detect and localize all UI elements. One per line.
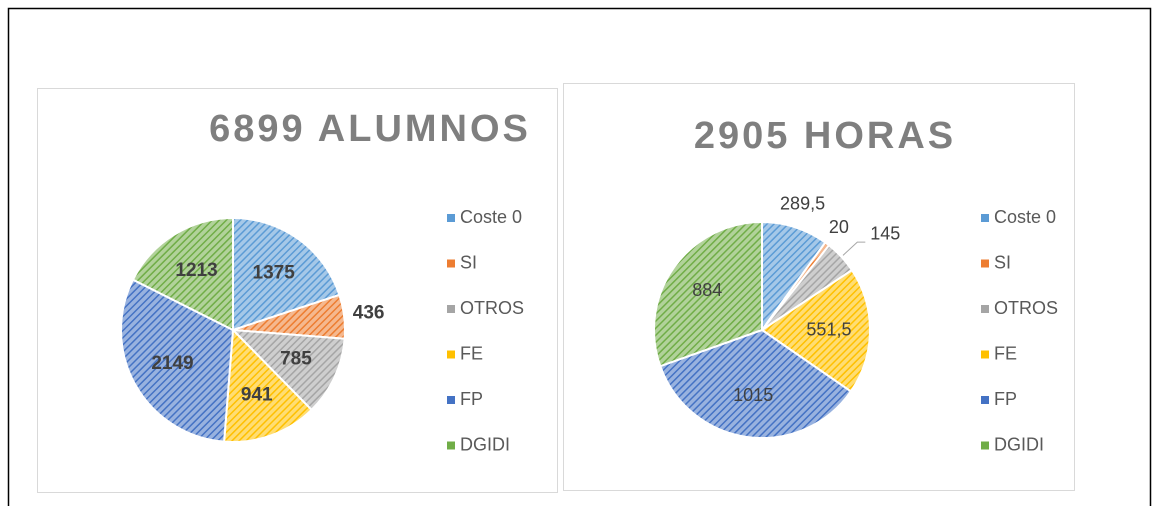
legend-label: FP [460, 389, 483, 409]
legend-label: SI [460, 252, 477, 272]
frame [7, 7, 1152, 506]
legend-swatch [447, 350, 455, 359]
leader-line [842, 241, 866, 256]
data-label: 785 [280, 348, 312, 369]
data-label: 551,5 [806, 319, 851, 339]
legend-label: SI [994, 252, 1011, 272]
data-label: 20 [829, 217, 849, 237]
legend-label: DGIDI [460, 434, 510, 454]
legend-swatch [447, 441, 455, 450]
data-label: 941 [241, 384, 273, 405]
legend-label: FE [460, 343, 483, 363]
legend-swatch [981, 214, 989, 222]
legend-label: OTROS [460, 298, 524, 318]
pie-slice [658, 328, 853, 439]
legend-swatch [981, 350, 989, 359]
data-label: 289,5 [780, 193, 825, 213]
pie-slice [223, 327, 313, 443]
legend-swatch [981, 305, 989, 313]
data-label: 1015 [733, 385, 773, 405]
legend-swatch [447, 214, 455, 222]
legend-label: FP [994, 389, 1017, 409]
legend-swatch [981, 441, 989, 450]
legend-swatch [447, 259, 455, 268]
legend-label: FE [994, 343, 1017, 363]
pie-slice [120, 278, 235, 443]
legend-label: DGIDI [994, 434, 1044, 454]
pie-slice [653, 220, 763, 368]
data-label: 2149 [151, 353, 193, 374]
data-label: 1213 [175, 260, 217, 281]
pie-slice [230, 328, 346, 412]
data-label: 145 [870, 224, 900, 244]
legend-label: Coste 0 [994, 207, 1056, 227]
chart-title: 6899 ALUMNOS [209, 108, 531, 150]
data-label: 1375 [253, 263, 296, 284]
pie-slice [232, 216, 341, 332]
legend-swatch [981, 259, 989, 268]
pie-slice [131, 216, 234, 332]
pie-slice [760, 268, 871, 393]
data-label: 436 [353, 303, 385, 324]
legend-swatch [981, 396, 989, 404]
legend-swatch [447, 396, 455, 404]
data-label: 884 [692, 280, 722, 300]
chart-title: 2905 HORAS [694, 115, 956, 157]
legend-swatch [447, 305, 455, 313]
legend-label: OTROS [994, 298, 1058, 318]
legend-label: Coste 0 [460, 207, 522, 227]
